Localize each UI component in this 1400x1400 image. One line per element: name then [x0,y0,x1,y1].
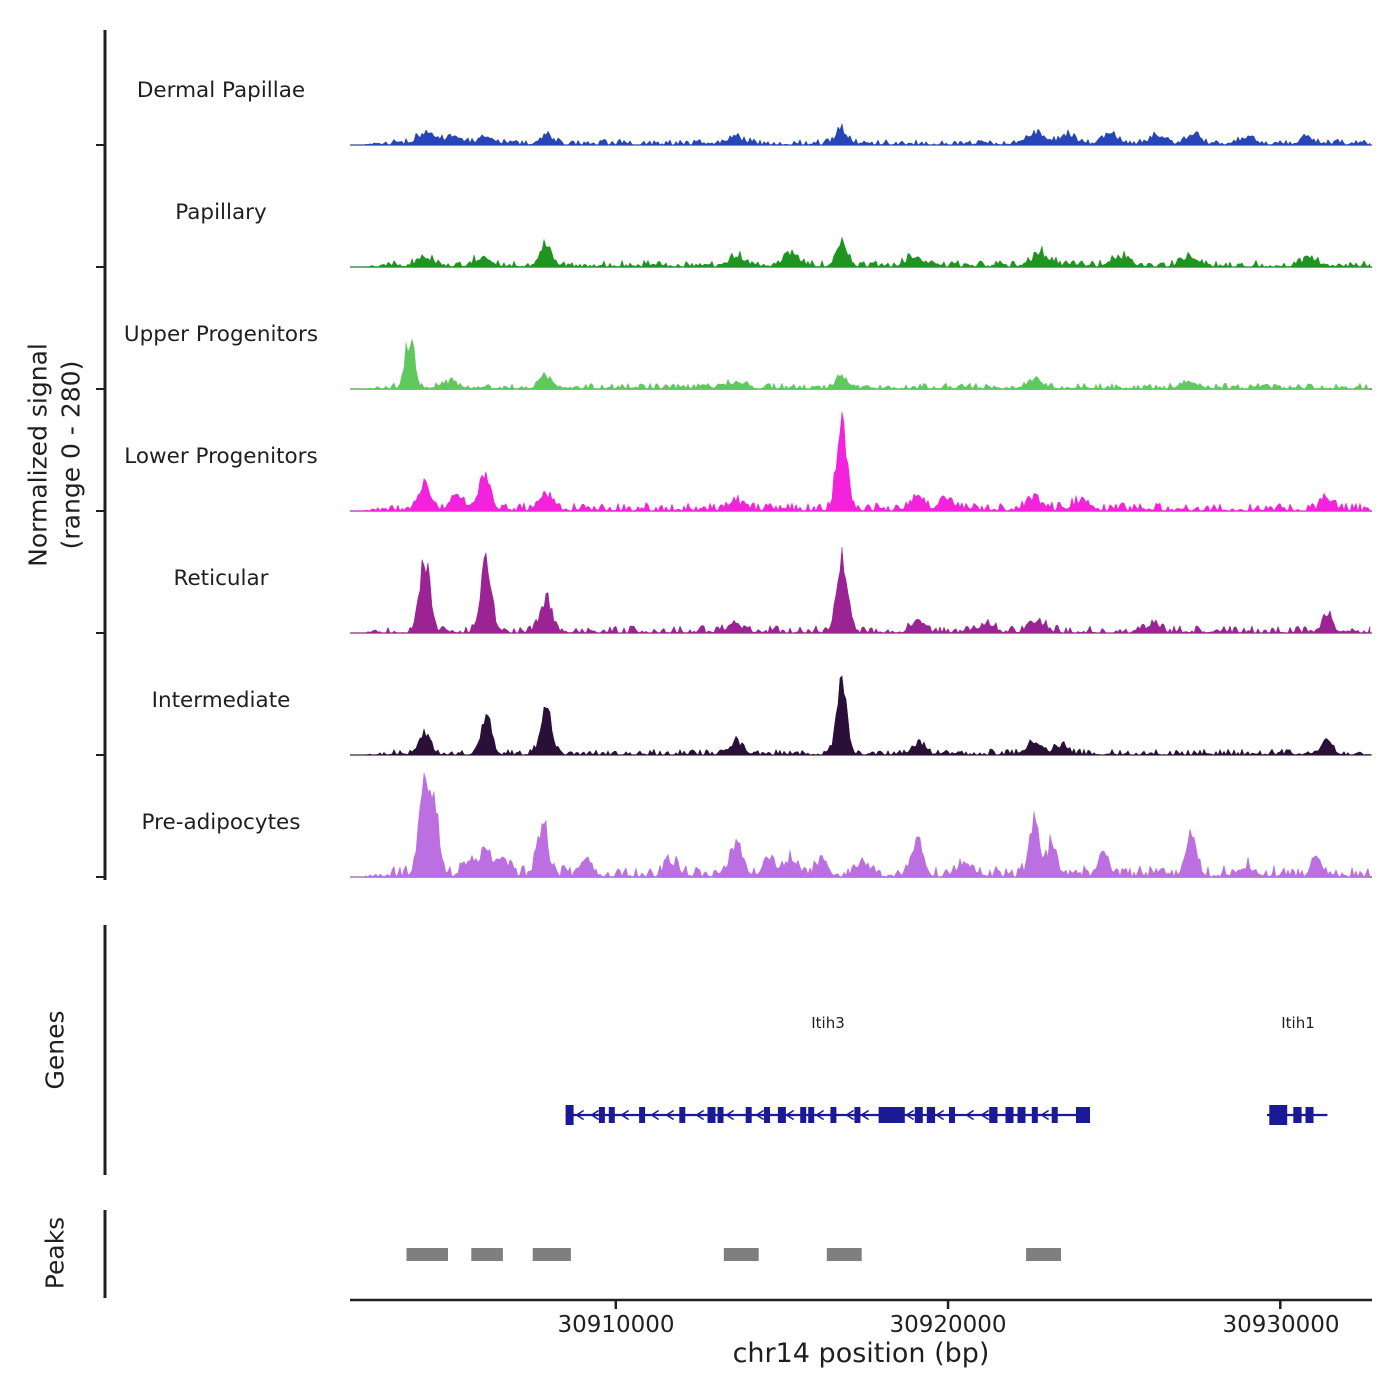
gene-exon-itih3 [949,1107,955,1123]
signal-area-dermal-papillae [350,123,1371,146]
gene-label-itih3: Itih3 [811,1014,845,1032]
gene-strand-arrow-itih3 [665,1109,675,1121]
track-label-papillary: Papillary [175,200,267,225]
gene-exon-itih3 [914,1107,923,1123]
peak-region [723,1248,759,1261]
y-axis-label: Normalized signal (range 0 - 280) [23,343,88,567]
gene-strand-arrow-itih3 [725,1109,735,1121]
gene-exon-itih3 [639,1107,646,1123]
gene-exon-itih3 [598,1107,605,1123]
gene-exon-itih3 [800,1107,807,1123]
gene-strand-arrow-itih3 [905,1109,915,1121]
signal-area-upper-progenitors [350,339,1371,390]
gene-exon-itih3 [808,1107,815,1123]
gene-strand-arrow-itih3 [845,1109,855,1121]
track-label-upper-progenitors: Upper Progenitors [123,322,319,347]
gene-exon-itih3 [926,1107,936,1123]
peak-region [532,1248,571,1261]
x-tick-label-30910000: 30910000 [557,1312,675,1338]
gene-exon-itih3 [707,1107,716,1123]
track-label-intermediate: Intermediate [151,688,291,713]
gene-exon-itih3 [1051,1107,1058,1123]
gene-exon-itih3 [1076,1107,1090,1123]
gene-strand-arrow-itih3 [1040,1109,1050,1121]
track-label-reticular: Reticular [173,566,269,591]
signal-area-lower-progenitors [350,411,1371,512]
gene-strand-arrow-itih3 [755,1109,765,1121]
peak-region [1026,1248,1061,1261]
signal-area-pre-adipocytes [350,772,1371,878]
gene-strand-arrow-itih3 [965,1109,975,1121]
track-label-lower-progenitors: Lower Progenitors [124,444,318,469]
gene-strand-arrow-itih3 [650,1109,660,1121]
x-tick-label-30930000: 30930000 [1222,1312,1340,1338]
gene-strand-arrow-itih3 [695,1109,705,1121]
gene-strand-arrow-itih3 [815,1109,825,1121]
gene-exon-itih1 [1305,1107,1314,1123]
gene-exon-itih1 [1269,1105,1288,1125]
gene-exon-itih3 [854,1107,861,1123]
genes-panel-label: Genes [40,1010,70,1090]
gene-strand-arrow-itih3 [935,1109,945,1121]
gene-exon-itih3 [1031,1107,1038,1123]
signal-area-reticular [350,547,1371,634]
gene-strand-arrow-itih3 [785,1109,795,1121]
gene-exon-itih3 [608,1107,615,1123]
peaks-panel-label: Peaks [40,1216,70,1290]
signal-area-intermediate [350,675,1371,756]
gene-exon-itih3 [878,1107,905,1123]
gene-strand-arrow-itih3 [590,1109,600,1121]
x-tick-label-30920000: 30920000 [889,1312,1007,1338]
y-axis-label-line2: (range 0 - 280) [56,360,85,550]
peak-region [826,1248,862,1261]
gene-exon-itih1 [1293,1107,1302,1123]
y-axis-label-line1: Normalized signal [23,343,53,567]
gene-exon-itih3 [679,1107,686,1123]
gene-strand-arrow-itih3 [860,1109,870,1121]
gene-exon-itih3 [830,1107,837,1123]
gene-exon-itih3 [764,1107,770,1123]
gene-label-itih1: Itih1 [1281,1014,1315,1032]
gene-exon-itih3 [745,1107,752,1123]
track-label-pre-adipocytes: Pre-adipocytes [141,810,301,835]
gene-exon-itih3 [1017,1107,1026,1123]
gene-strand-arrow-itih3 [620,1109,630,1121]
gene-exon-itih3 [717,1107,724,1123]
x-axis-title: chr14 position (bp) [732,1338,990,1369]
gene-exon-itih3 [989,1107,998,1123]
peak-region [406,1248,448,1261]
gene-exon-itih3 [565,1105,574,1125]
track-label-dermal-papillae: Dermal Papillae [136,78,306,103]
gene-strand-arrow-itih3 [575,1109,585,1121]
peak-region [471,1248,503,1261]
signal-area-papillary [350,236,1371,268]
gene-exon-itih3 [777,1107,786,1123]
gene-exon-itih3 [1005,1107,1014,1123]
gene-strand-arrow-itih3 [980,1109,990,1121]
